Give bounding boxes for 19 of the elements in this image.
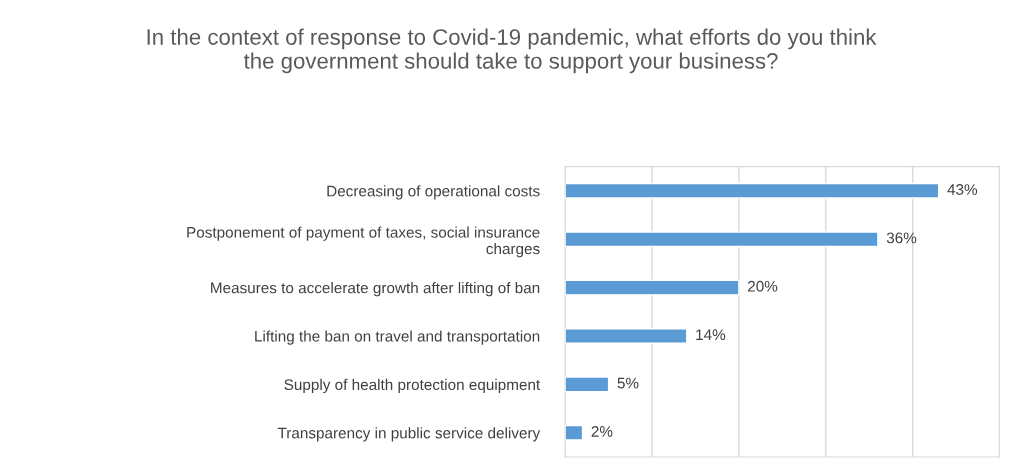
y-tick-label: Transparency in public service delivery (277, 427, 541, 442)
bar (565, 424, 584, 441)
data-label: 14% (696, 329, 726, 341)
y-tick-label: Measures to accelerate growth after lifting of ban (211, 282, 540, 297)
y-tick-label: Supply of health protection equipment (284, 378, 541, 394)
y-tick-label: Lifting the ban on travel and transportation (255, 330, 540, 345)
bar (565, 328, 688, 344)
data-label: 5% (617, 377, 639, 389)
bar (565, 376, 610, 393)
bar (565, 279, 740, 296)
chart-title: In the context of response to Covid-19 pandemic, what efforts do you think the government should take to support your business? (147, 28, 877, 74)
data-label: 36% (886, 232, 917, 244)
bar (565, 182, 940, 199)
bar (565, 231, 879, 248)
y-tick-label: Decreasing of operational costs (327, 185, 540, 200)
data-label: 43% (947, 184, 978, 195)
data-label: 2% (591, 426, 613, 437)
data-label: 20% (748, 280, 778, 292)
y-tick-label: Postponement of payment of taxes, social insurance charges (187, 226, 540, 258)
